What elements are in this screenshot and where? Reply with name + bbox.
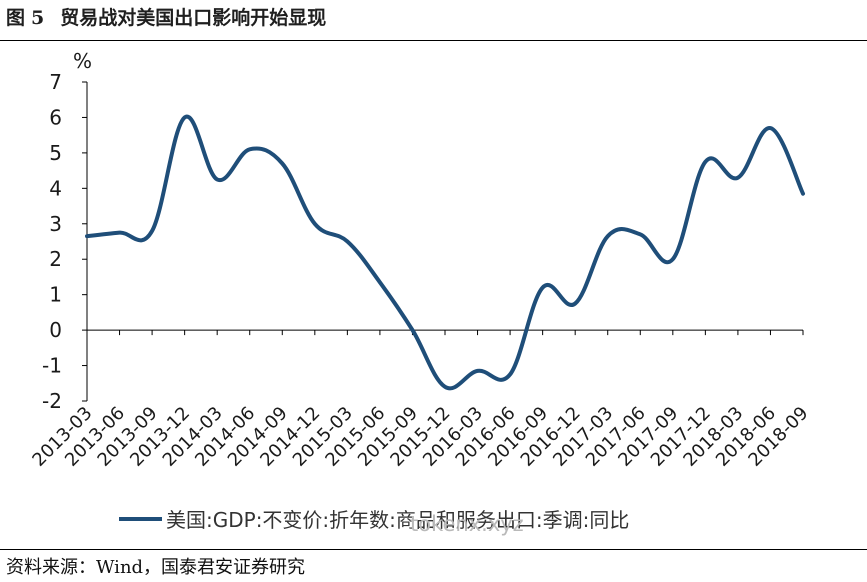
series-line [85, 114, 805, 391]
y-tick-label: 4 [49, 176, 62, 200]
y-tick-label: -1 [42, 354, 62, 378]
y-tick-label: 0 [49, 318, 62, 342]
line-chart: -2 -1 0 1 2 3 4 5 6 7% 2013-032013-062013-092013-… [28, 49, 812, 532]
y-tick-label: 3 [49, 212, 62, 236]
figure-title: 图 5 贸易战对美国出口影响开始显现 [6, 3, 326, 30]
top-rule [0, 40, 867, 41]
x-tick-labels: 2013-032013-062013-092013-122014-032014-… [28, 403, 812, 471]
y-tick-label: 1 [49, 283, 62, 307]
y-tick-label: 7 [49, 70, 62, 94]
legend: 美国:GDP:不变价:折年数:商品和服务出口:季调:同比 [119, 508, 629, 532]
source-note: 资料来源：Wind，国泰君安证券研究 [6, 557, 306, 578]
y-tick-label: 5 [49, 141, 62, 165]
y-tick-label: 2 [49, 247, 62, 271]
figure-number: 5 [31, 7, 45, 29]
figure-label: 图 [6, 7, 26, 29]
bottom-rule [0, 549, 867, 550]
chart-axes [82, 81, 804, 402]
figure-title-text: 贸易战对美国出口影响开始显现 [60, 7, 327, 29]
watermark-text: tokenx.xyz [410, 512, 524, 536]
y-tick-label: 6 [49, 105, 62, 129]
y-axis-unit-label: % [73, 49, 92, 73]
y-tick-label: -2 [42, 389, 62, 413]
legend-label: 美国:GDP:不变价:折年数:商品和服务出口:季调:同比 [166, 508, 629, 532]
series-lines [85, 114, 805, 391]
y-tick-labels: -2 -1 0 1 2 3 4 5 6 7% [42, 49, 92, 413]
